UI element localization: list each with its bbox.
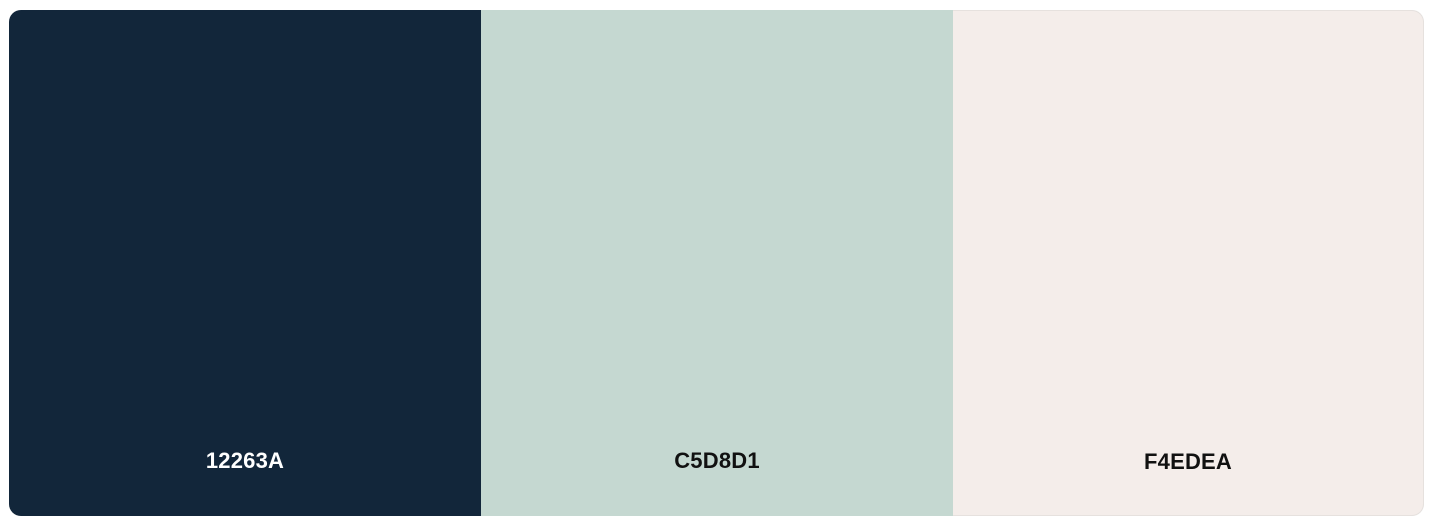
swatch-c5d8d1[interactable]: C5D8D1 [481,10,953,516]
swatch-12263a[interactable]: 12263A [9,10,481,516]
color-palette: 12263A C5D8D1 F4EDEA [9,10,1424,516]
swatch-hex-label[interactable]: 12263A [205,448,285,473]
swatch-hex-label[interactable]: C5D8D1 [674,448,760,473]
swatch-hex-label[interactable]: F4EDEA [1144,449,1232,474]
swatch-f4edea[interactable]: F4EDEA [953,10,1424,516]
